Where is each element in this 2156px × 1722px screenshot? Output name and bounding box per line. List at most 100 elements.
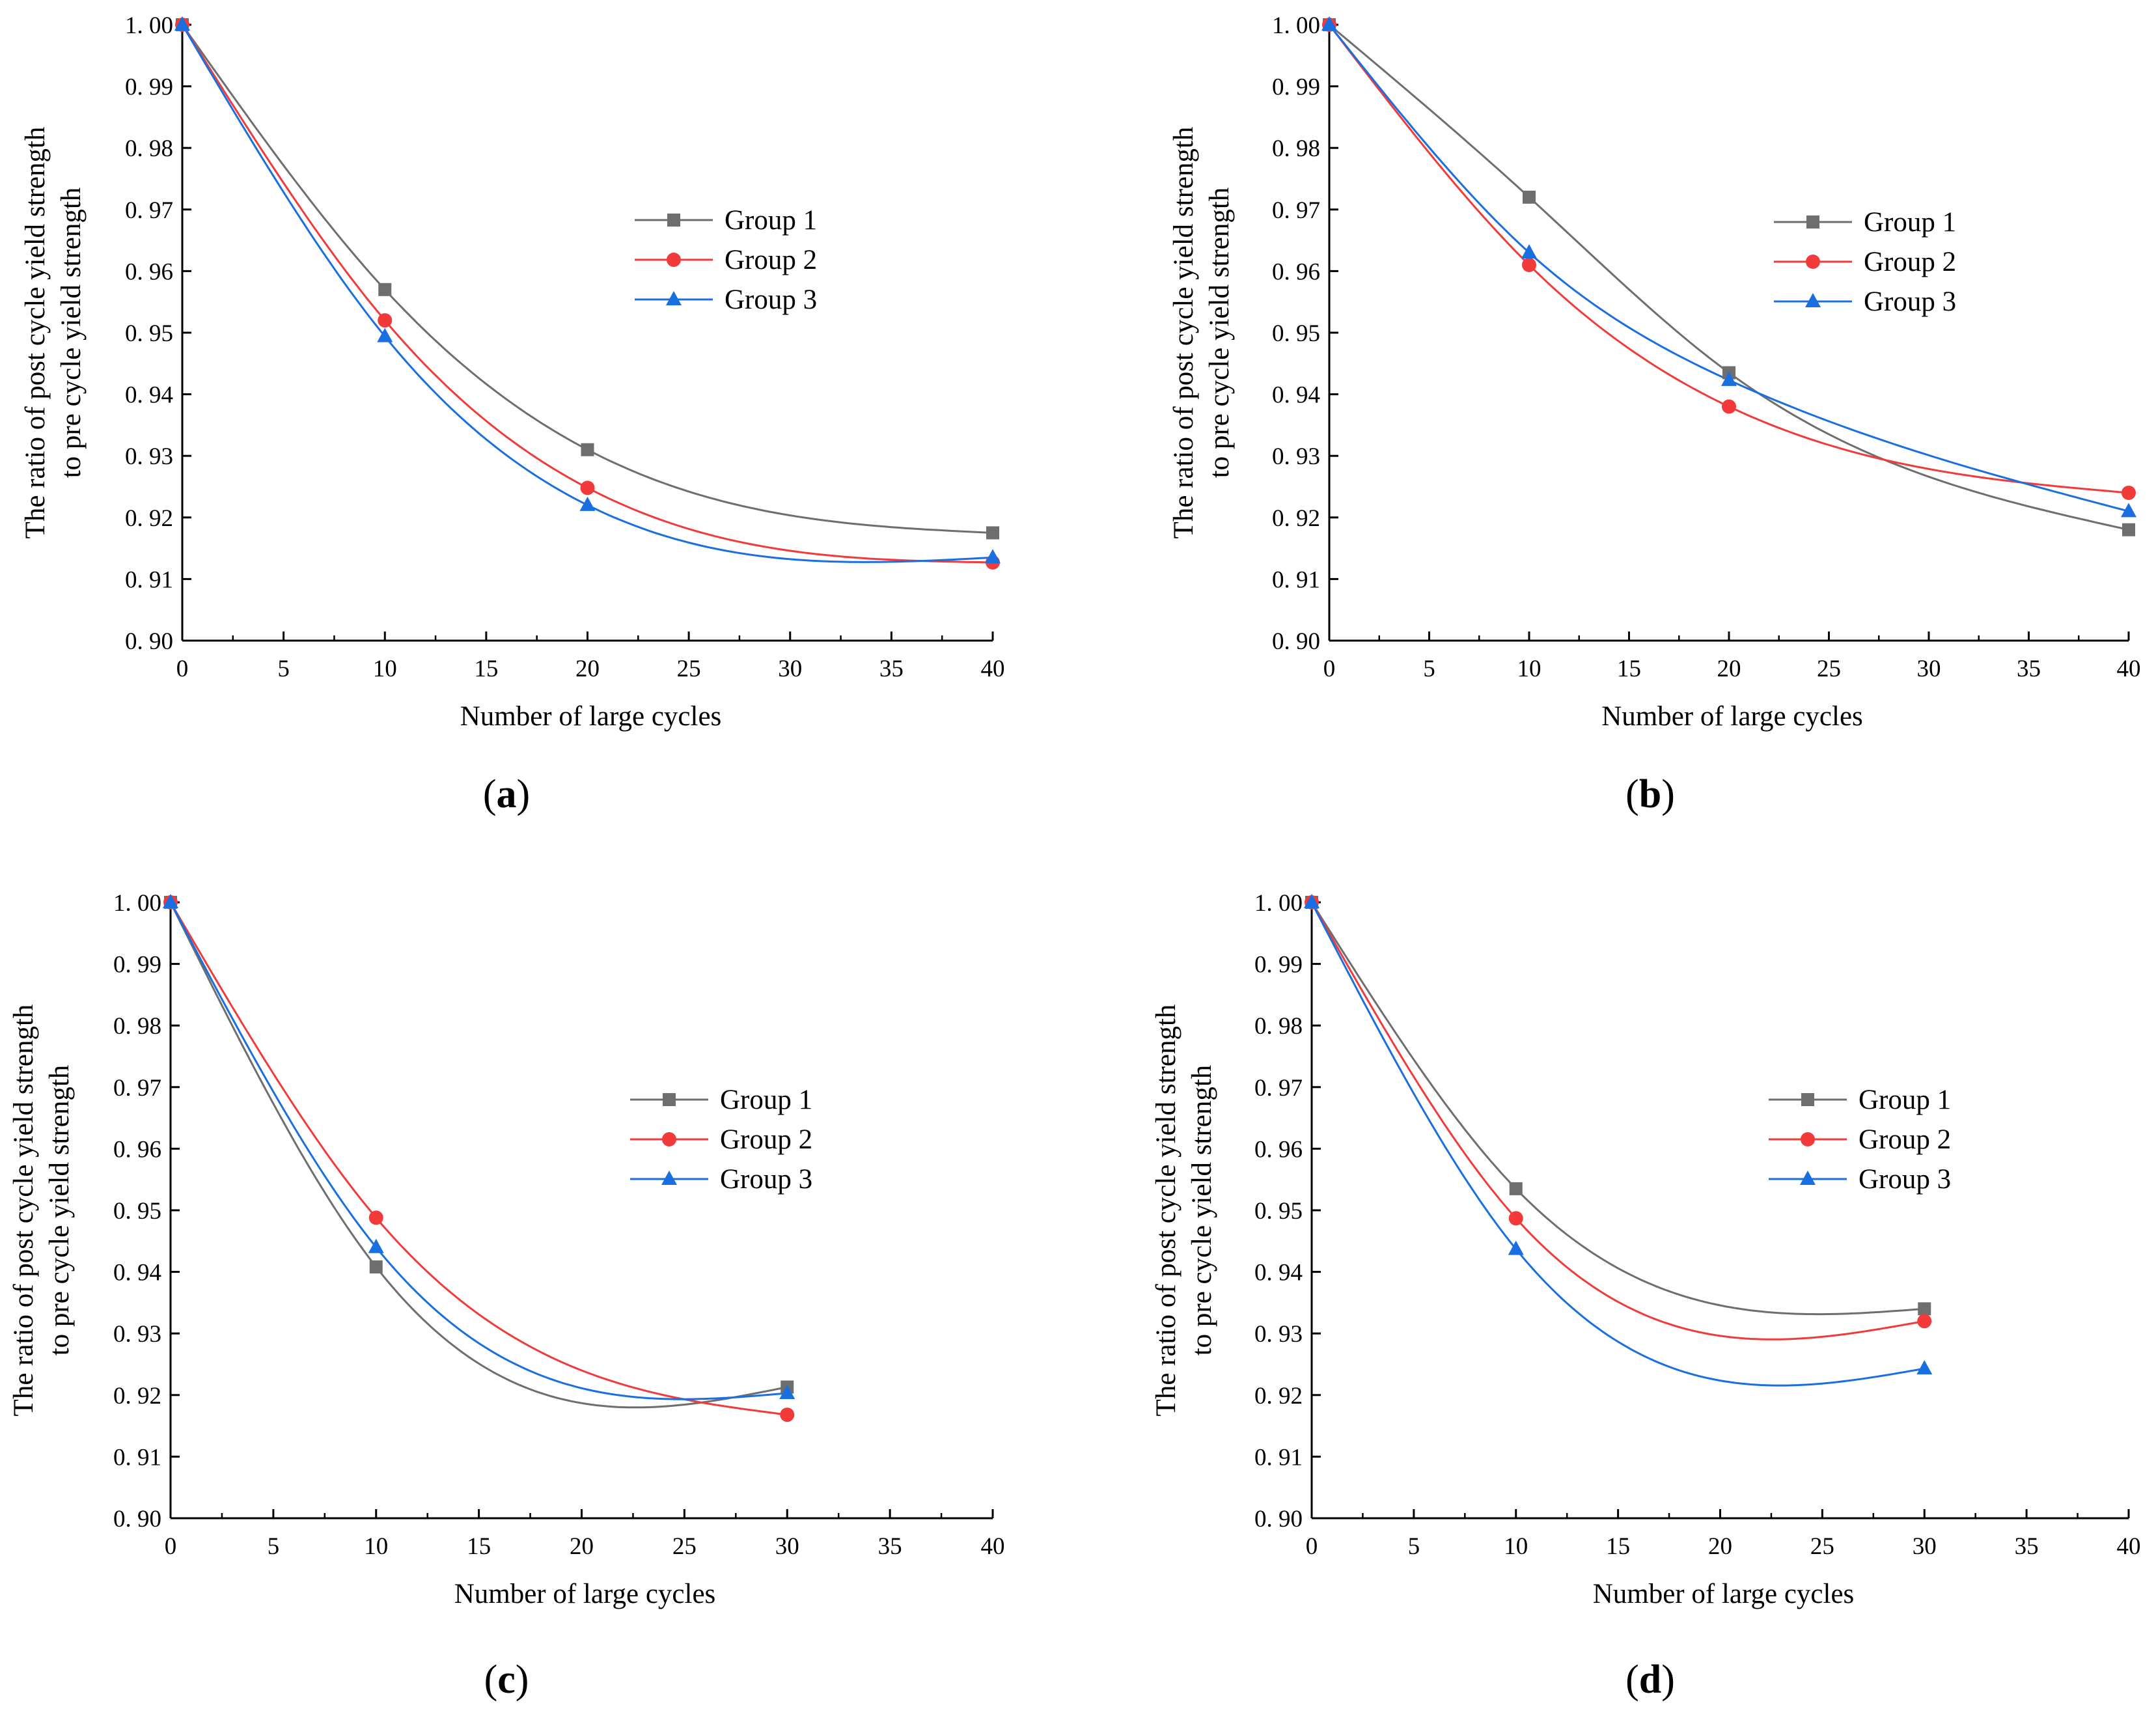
- x-tick-label: 40: [981, 1533, 1005, 1560]
- y-tick-label: 0. 93: [1272, 443, 1320, 470]
- y-tick-label: 0. 92: [1254, 1383, 1303, 1410]
- y-tick-label: 0. 92: [1272, 505, 1320, 532]
- data-point-group-2: [1722, 399, 1736, 414]
- y-axis-title-line-1: The ratio of post cycle yield strength: [20, 127, 51, 539]
- y-tick-label: 0. 98: [125, 135, 173, 162]
- y-tick-label: 0. 97: [125, 197, 173, 224]
- data-point-group-2: [2121, 485, 2136, 500]
- x-axis-title: Number of large cycles: [1593, 1579, 1855, 1609]
- x-tick-label: 15: [474, 656, 498, 682]
- data-point-group-1: [369, 1260, 383, 1274]
- legend-marker: [1801, 1132, 1815, 1146]
- legend-marker: [1806, 255, 1820, 269]
- legend: Group 1 Group 2 Group 3: [635, 205, 817, 315]
- data-point-group-3: [1321, 16, 1337, 31]
- series-line-group-3: [1328, 24, 2129, 512]
- panel-label: (a): [483, 772, 530, 816]
- data-point-group-1: [986, 526, 999, 540]
- x-tick-label: 30: [1917, 656, 1941, 682]
- legend-marker: [1800, 1171, 1816, 1185]
- x-tick-label: 15: [1617, 656, 1641, 682]
- x-tick-label: 35: [878, 1533, 902, 1560]
- x-tick-label: 0: [1323, 656, 1336, 682]
- data-point-group-3: [779, 1384, 795, 1399]
- legend-label: Group 1: [725, 205, 817, 236]
- y-tick-label: 0. 92: [113, 1383, 161, 1410]
- y-tick-label: 1. 00: [125, 12, 173, 39]
- data-point-group-2: [378, 313, 393, 328]
- legend-label: Group 1: [1859, 1085, 1951, 1115]
- series-line-group-1: [181, 24, 993, 534]
- y-tick-label: 0. 96: [113, 1136, 161, 1163]
- y-tick-label: 0. 91: [125, 566, 173, 593]
- legend-marker: [661, 1171, 677, 1185]
- y-tick-label: 1. 00: [1272, 12, 1320, 39]
- y-tick-label: 0. 99: [1254, 952, 1303, 979]
- legend-label: Group 3: [725, 285, 817, 315]
- chart-panel-b: 0 5 10 15 20 25 30 35 40 0. 90 0. 91 0. 92 0. 93 0. 9…: [1168, 12, 2141, 816]
- y-tick-label: 0. 95: [113, 1198, 161, 1225]
- legend-marker: [1806, 215, 1819, 229]
- x-tick-label: 10: [1517, 656, 1541, 682]
- legend-marker: [663, 1093, 676, 1106]
- data-point-group-3: [985, 549, 1001, 564]
- legend-marker: [667, 253, 681, 267]
- y-tick-label: 0. 97: [1272, 197, 1320, 224]
- y-tick-label: 0. 90: [125, 628, 173, 655]
- x-tick-label: 25: [1817, 656, 1841, 682]
- data-point-group-1: [1523, 190, 1536, 204]
- data-point-group-2: [1522, 257, 1536, 272]
- series-line-group-1: [169, 902, 788, 1409]
- x-tick-label: 15: [467, 1533, 491, 1560]
- x-tick-label: 5: [1423, 656, 1435, 682]
- legend-label: Group 3: [1864, 286, 1956, 317]
- y-tick-label: 0. 93: [1254, 1321, 1303, 1348]
- x-tick-label: 0: [1306, 1533, 1318, 1560]
- x-axis-title: Number of large cycles: [1601, 701, 1863, 732]
- y-tick-label: 0. 98: [113, 1013, 161, 1040]
- panel-label: (c): [484, 1658, 529, 1702]
- y-axis-title-line-2: to pre cycle yield strength: [44, 1065, 75, 1356]
- x-tick-label: 0: [165, 1533, 177, 1560]
- legend-label: Group 2: [1864, 247, 1956, 277]
- y-tick-label: 1. 00: [113, 890, 161, 917]
- x-tick-label: 15: [1606, 1533, 1630, 1560]
- data-point-group-3: [1916, 1360, 1933, 1375]
- chart-panel-d: 0 5 10 15 20 25 30 35 40 0. 90 0. 91 0. 92 0. 93 0. 9…: [1151, 890, 2141, 1702]
- panel-label: (b): [1625, 772, 1675, 816]
- data-point-group-2: [780, 1408, 795, 1423]
- chart-panel-c: 0 5 10 15 20 25 30 35 40 0. 90 0. 91 0. 92 0. 93 0. 9…: [8, 890, 1005, 1702]
- y-axis-title-line-2: to pre cycle yield strength: [56, 187, 87, 479]
- y-tick-label: 0. 90: [1272, 628, 1320, 655]
- x-tick-label: 35: [2017, 656, 2041, 682]
- y-tick-label: 0. 95: [125, 320, 173, 347]
- series-line-group-2: [1310, 902, 1925, 1340]
- y-tick-label: 0. 94: [125, 382, 173, 409]
- y-tick-label: 0. 98: [1272, 135, 1320, 162]
- x-tick-label: 25: [677, 656, 701, 682]
- y-tick-label: 0. 94: [113, 1260, 161, 1286]
- series-line-group-3: [169, 902, 788, 1400]
- data-point-group-2: [1917, 1314, 1932, 1329]
- y-tick-label: 0. 90: [1254, 1506, 1303, 1533]
- data-point-group-3: [377, 327, 393, 342]
- data-point-group-1: [378, 283, 392, 296]
- data-point-group-3: [163, 894, 178, 908]
- y-tick-label: 0. 95: [1254, 1198, 1303, 1225]
- y-axis-title-line-2: to pre cycle yield strength: [1187, 1065, 1217, 1356]
- x-tick-label: 25: [1810, 1533, 1834, 1560]
- y-tick-label: 0. 96: [1254, 1136, 1303, 1163]
- legend-label: Group 3: [1859, 1164, 1951, 1195]
- y-tick-label: 0. 99: [1272, 74, 1320, 101]
- legend-marker: [666, 291, 682, 305]
- series-line-group-1: [1310, 902, 1925, 1316]
- data-point-group-3: [368, 1238, 384, 1253]
- y-axis-title-line-1: The ratio of post cycle yield strength: [1168, 127, 1199, 539]
- data-point-group-3: [1721, 371, 1737, 386]
- legend-marker: [1801, 1093, 1814, 1106]
- data-point-group-3: [174, 16, 190, 31]
- x-tick-label: 10: [364, 1533, 388, 1560]
- x-tick-label: 5: [277, 656, 290, 682]
- y-tick-label: 0. 90: [113, 1506, 161, 1533]
